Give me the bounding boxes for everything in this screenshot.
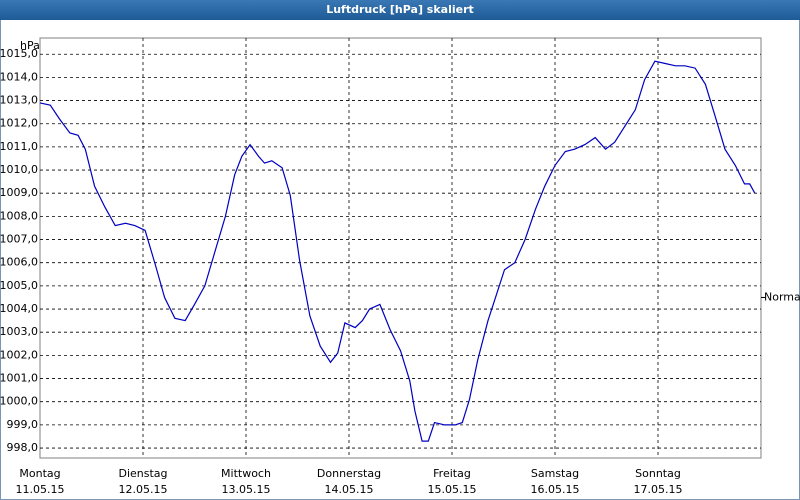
y-tick-label: 1003,0 [0, 325, 38, 338]
x-tick-label: Sonntag [635, 467, 681, 480]
y-tick-label: 1013,0 [0, 94, 38, 107]
normal-label: Normal [764, 290, 800, 303]
y-tick-label: 1012,0 [0, 117, 38, 130]
y-tick-label: 1010,0 [0, 163, 38, 176]
x-tick-date: 11.05.15 [16, 483, 65, 496]
plot-area [39, 37, 762, 459]
y-tick-label: 1015,0 [0, 47, 38, 60]
x-tick-date: 15.05.15 [428, 483, 477, 496]
y-tick-label: 1006,0 [0, 256, 38, 269]
x-tick-label: Montag [19, 467, 60, 480]
y-tick-label: 1005,0 [0, 279, 38, 292]
y-tick-label: 1002,0 [0, 348, 38, 361]
y-tick-label: 1008,0 [0, 209, 38, 222]
x-tick-label: Mittwoch [221, 467, 271, 480]
y-tick-label: 1007,0 [0, 233, 38, 246]
y-tick-label: 1009,0 [0, 186, 38, 199]
y-tick-label: 1011,0 [0, 140, 38, 153]
y-tick-label: 1004,0 [0, 302, 38, 315]
x-tick-date: 12.05.15 [119, 483, 168, 496]
series-line [39, 60, 756, 442]
x-tick-label: Dienstag [118, 467, 167, 480]
y-tick-label: 1000,0 [0, 395, 38, 408]
y-unit: hPa [20, 39, 40, 52]
x-tick-date: 16.05.15 [531, 483, 580, 496]
chart-title: Luftdruck [hPa] skaliert [326, 3, 474, 16]
x-tick-label: Samstag [531, 467, 579, 480]
x-tick-date: 17.05.15 [634, 483, 683, 496]
plot: 998,0 999,0 1000,0 1001,0 1002,0 1003,0 1004,0… [0, 37, 800, 496]
y-tick-label: 1014,0 [0, 70, 38, 83]
x-tick-date: 13.05.15 [222, 483, 271, 496]
y-tick-label: 998,0 [7, 441, 39, 454]
y-tick-label: 999,0 [7, 418, 39, 431]
title-bar [0, 0, 800, 20]
x-tick-label: Donnerstag [317, 467, 381, 480]
x-tick-date: 14.05.15 [325, 483, 374, 496]
y-tick-label: 1001,0 [0, 372, 38, 385]
x-tick-label: Freitag [433, 467, 471, 480]
